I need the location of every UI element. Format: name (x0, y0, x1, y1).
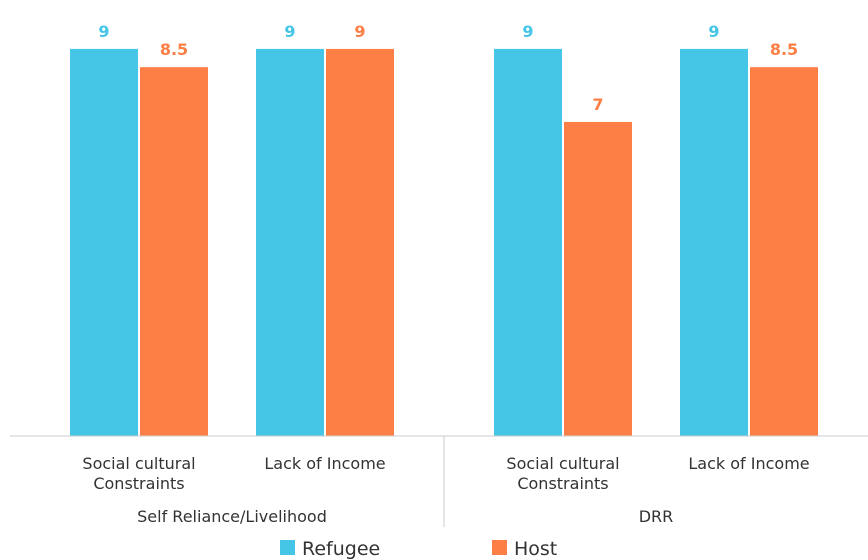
value-label: 9 (522, 22, 533, 41)
x-tick-label: Social cultural Constraints (82, 454, 196, 493)
bar (564, 121, 632, 437)
value-label: 8.5 (770, 40, 798, 59)
legend-swatch (280, 540, 295, 555)
value-label: 8.5 (160, 40, 188, 59)
bar (494, 48, 562, 437)
legend-label: Refugee (302, 538, 380, 560)
legend-swatch (492, 540, 507, 555)
bar (140, 67, 208, 436)
bar (750, 67, 818, 436)
bar (70, 48, 138, 437)
value-label: 9 (98, 22, 109, 41)
group-label: DRR (638, 507, 674, 526)
group-label: Self Reliance/Livelihood (137, 507, 327, 526)
bar (256, 48, 324, 437)
value-label: 9 (354, 22, 365, 41)
bar (326, 48, 394, 437)
x-tick-label: Social cultural Constraints (506, 454, 620, 493)
legend-label: Host (514, 538, 557, 560)
value-label: 7 (592, 95, 603, 114)
bar (680, 48, 748, 437)
x-tick-label: Lack of Income (688, 454, 810, 473)
value-label: 9 (708, 22, 719, 41)
x-tick-label: Lack of Income (264, 454, 386, 473)
value-label: 9 (284, 22, 295, 41)
